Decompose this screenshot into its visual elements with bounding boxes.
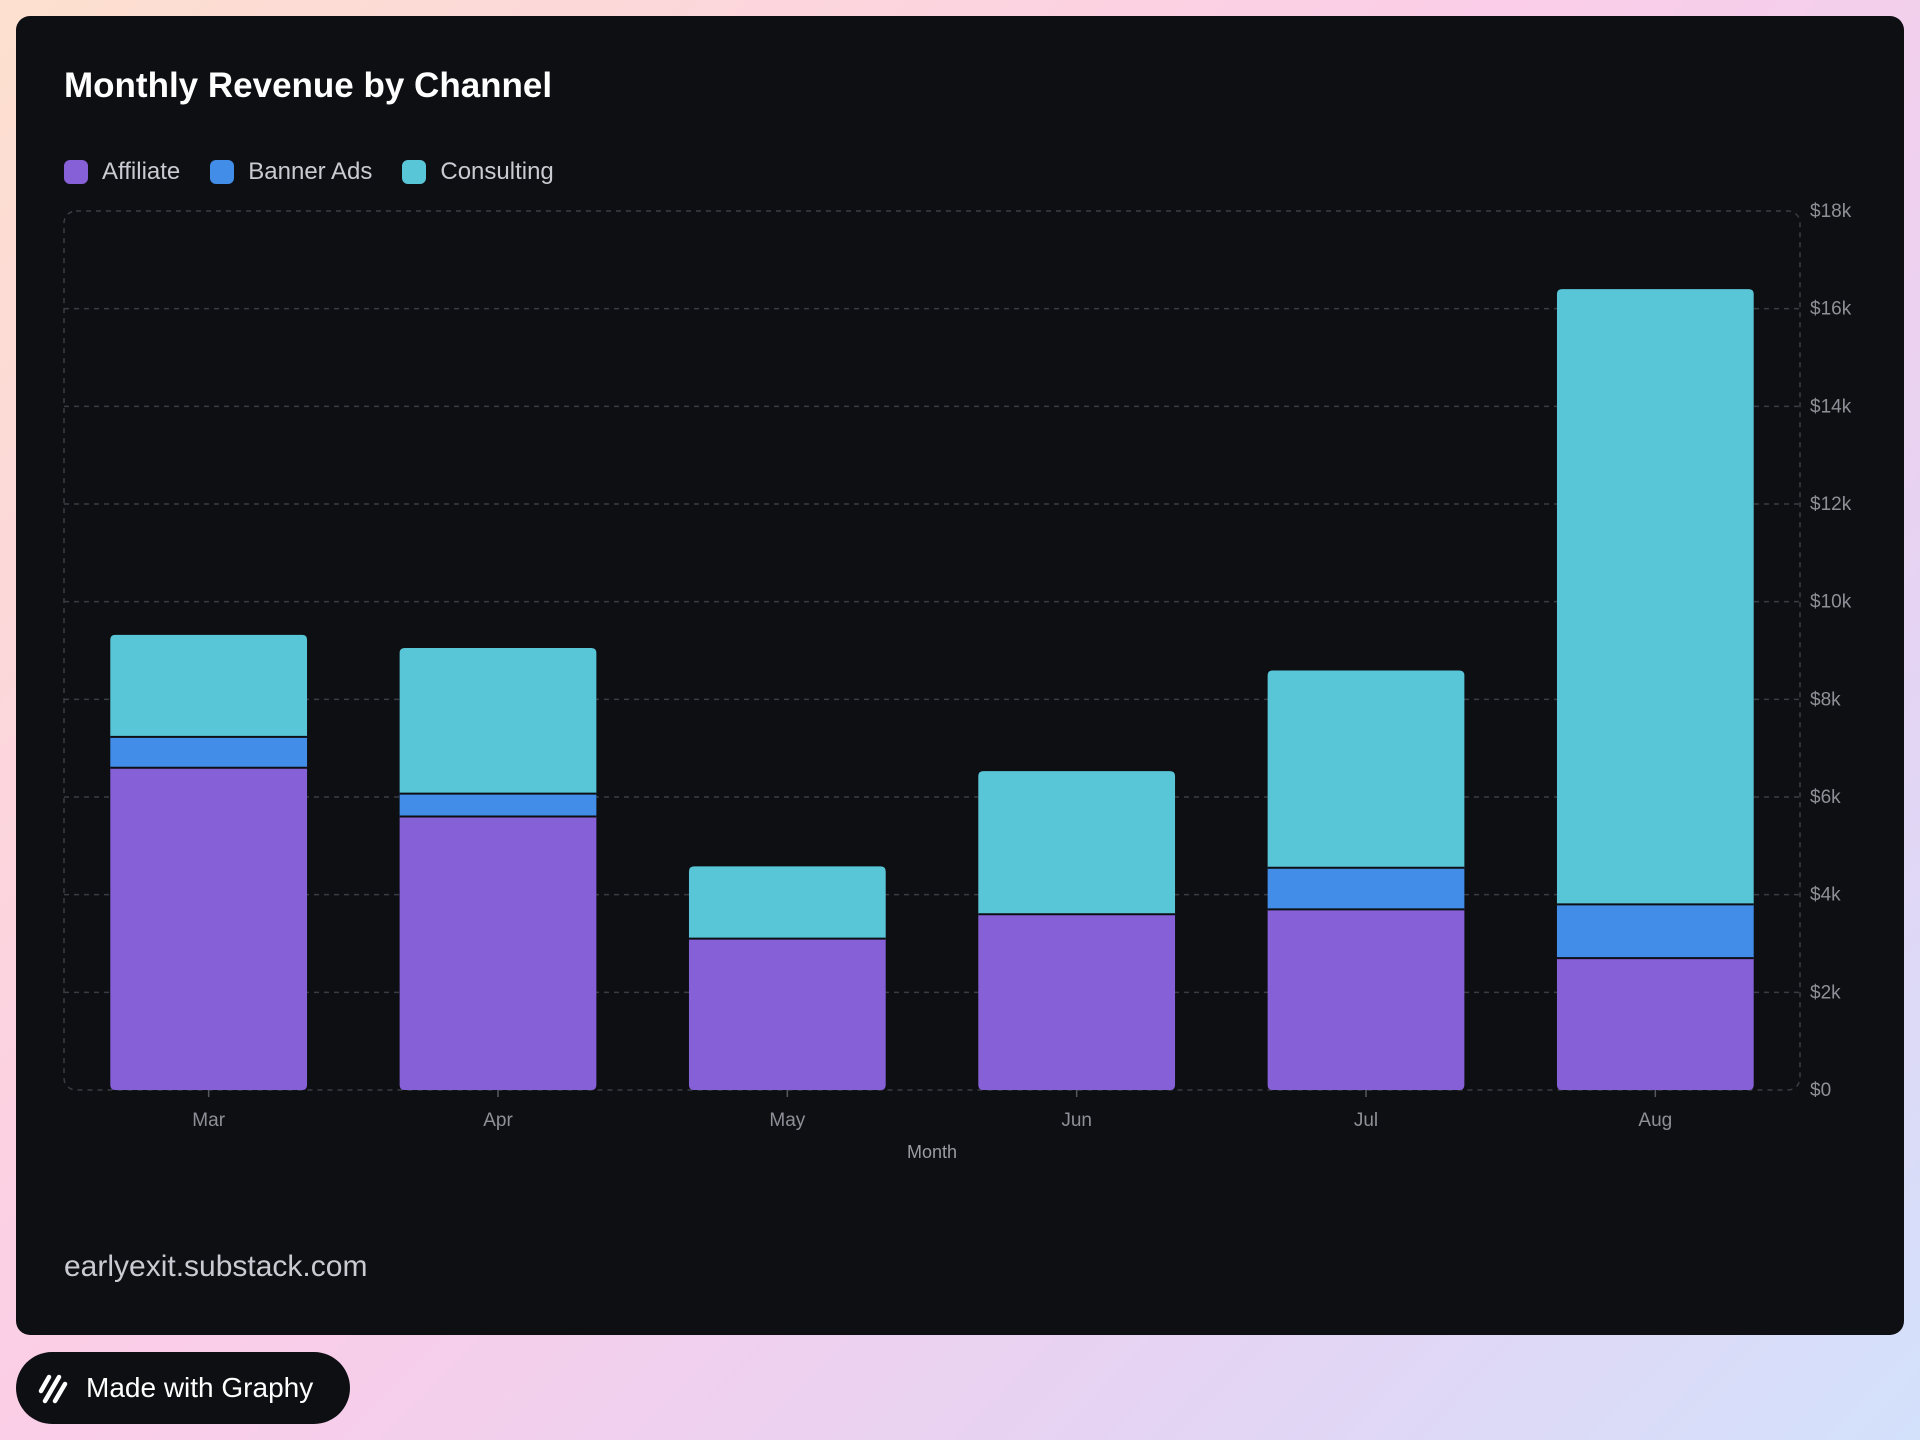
legend-label-consulting: Consulting: [440, 158, 554, 185]
bar-segment-consulting-jun[interactable]: [978, 771, 1176, 915]
bar-segment-consulting-jul[interactable]: [1267, 670, 1465, 868]
x-tick-label: Jun: [1061, 1110, 1092, 1131]
bar-segment-banner-ads-apr[interactable]: [399, 793, 597, 817]
chart-legend: Affiliate Banner Ads Consulting: [64, 158, 584, 186]
bar-segment-consulting-mar[interactable]: [110, 634, 308, 737]
bar-segment-affiliate-apr[interactable]: [399, 816, 597, 1090]
bar-segment-banner-ads-jul[interactable]: [1267, 867, 1465, 910]
grid-lines: [64, 307, 1800, 994]
y-tick-label: $18k: [1810, 201, 1852, 222]
bar-segment-consulting-may[interactable]: [688, 866, 886, 939]
source-credit: earlyexit.substack.com: [64, 1250, 368, 1283]
made-with-graphy-badge[interactable]: Made with Graphy: [16, 1352, 350, 1424]
legend-swatch-banner-ads: [210, 160, 235, 184]
legend-swatch-consulting: [402, 160, 427, 184]
bar-segment-consulting-aug[interactable]: [1556, 289, 1754, 905]
y-tick-label: $2k: [1810, 982, 1841, 1003]
bars: [110, 289, 1754, 1090]
y-axis-ticks: $0 $2k $4k $6k $8k $10k $12k $14k $16k $18k: [1810, 201, 1852, 1101]
y-tick-label: $10k: [1810, 592, 1852, 613]
plot-frame: [63, 210, 1801, 1091]
badge-label: Made with Graphy: [86, 1372, 314, 1403]
x-tick-label: May: [769, 1110, 805, 1131]
chart-title: Monthly Revenue by Channel: [64, 66, 553, 105]
bar-segment-banner-ads-mar[interactable]: [110, 736, 308, 768]
legend-item-consulting[interactable]: Consulting: [402, 158, 554, 186]
y-tick-label: $0: [1810, 1080, 1831, 1101]
stacked-bar-chart: $0 $2k $4k $6k $8k $10k $12k $14k $16k $18k Mar Ap…: [63, 201, 1852, 1162]
x-tick-label: Apr: [483, 1110, 513, 1131]
y-tick-label: $14k: [1810, 396, 1852, 417]
y-tick-label: $6k: [1810, 787, 1841, 808]
x-tick-label: Jul: [1354, 1110, 1378, 1131]
bar-segment-banner-ads-aug[interactable]: [1556, 904, 1754, 959]
legend-label-banner-ads: Banner Ads: [248, 158, 373, 185]
bar-segment-affiliate-jun[interactable]: [978, 914, 1176, 1090]
chart-card: Monthly Revenue by Channel Affiliate Ban…: [16, 16, 1904, 1335]
bar-segment-affiliate-jul[interactable]: [1267, 909, 1465, 1090]
legend-label-affiliate: Affiliate: [102, 158, 181, 185]
x-tick-label: Aug: [1638, 1110, 1672, 1131]
bar-segment-consulting-apr[interactable]: [399, 648, 597, 794]
graphy-logo-icon: [38, 1374, 68, 1404]
y-tick-label: $16k: [1810, 299, 1852, 320]
x-tick-label: Mar: [192, 1110, 225, 1131]
legend-swatch-affiliate: [64, 160, 88, 184]
x-axis-label: Month: [907, 1142, 957, 1162]
legend-item-banner-ads[interactable]: Banner Ads: [210, 158, 372, 186]
x-axis-ticks: Mar Apr May Jun Jul Aug: [192, 1090, 1672, 1131]
legend-item-affiliate[interactable]: Affiliate: [64, 158, 180, 186]
bar-segment-affiliate-may[interactable]: [688, 938, 886, 1090]
bar-segment-affiliate-mar[interactable]: [110, 767, 308, 1090]
y-tick-label: $4k: [1810, 885, 1841, 906]
y-tick-label: $12k: [1810, 494, 1852, 515]
bar-segment-affiliate-aug[interactable]: [1556, 958, 1754, 1090]
y-tick-label: $8k: [1810, 689, 1841, 710]
